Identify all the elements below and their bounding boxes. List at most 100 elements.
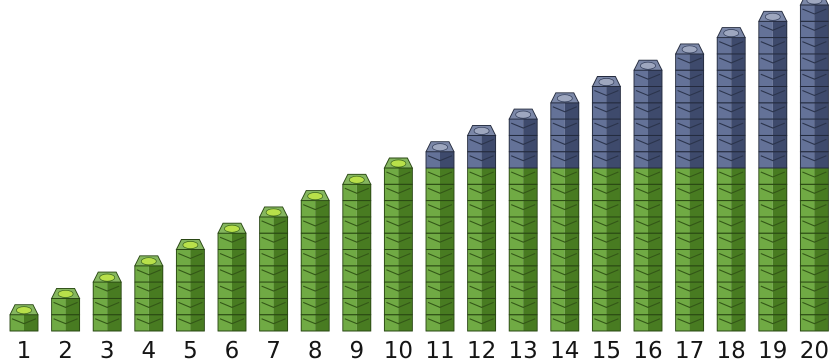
cube: [591, 281, 621, 299]
cube: [716, 281, 746, 299]
cube: [175, 314, 205, 332]
tower-18: [716, 27, 746, 332]
cube: [716, 151, 746, 169]
cube: [758, 102, 788, 120]
cube: [300, 216, 330, 234]
cube: [716, 216, 746, 234]
cube: [342, 200, 372, 218]
cube: [675, 216, 705, 234]
cube: [799, 53, 829, 71]
cube: [675, 249, 705, 267]
cube: [633, 167, 663, 185]
cube: [799, 69, 829, 87]
cube: [217, 249, 247, 267]
cube: [675, 281, 705, 299]
cube: [799, 249, 829, 267]
tower-label-4: 4: [141, 338, 156, 361]
cube: [259, 265, 289, 283]
tower-1: [9, 304, 39, 332]
cube: [675, 69, 705, 87]
cube: [425, 265, 455, 283]
cube: [425, 281, 455, 299]
cube: [300, 314, 330, 332]
cube: [550, 183, 580, 202]
cube: [425, 232, 455, 250]
cube: [550, 151, 580, 169]
cube: [425, 249, 455, 267]
cube: [508, 200, 538, 218]
cube: [51, 314, 81, 332]
cube: [467, 183, 497, 202]
cube: [300, 265, 330, 283]
cube: [591, 200, 621, 218]
cube: [467, 297, 497, 316]
cube: [633, 151, 663, 169]
cube: [550, 167, 580, 185]
cube: [259, 314, 289, 332]
cube: [799, 102, 829, 120]
tower-label-11: 11: [425, 338, 454, 361]
cube: [675, 102, 705, 120]
tower-label-14: 14: [550, 338, 579, 361]
cube: [633, 118, 663, 136]
cube: [550, 216, 580, 234]
cube: [758, 134, 788, 153]
cube: [633, 102, 663, 120]
cube: [467, 314, 497, 332]
cube: [259, 249, 289, 267]
tower-13: [508, 108, 538, 332]
cube: [342, 232, 372, 250]
cube: [758, 37, 788, 55]
tower-top-cap: [383, 157, 414, 169]
cube: [758, 86, 788, 104]
cube: [51, 297, 81, 316]
tower-9: [342, 173, 372, 332]
cube: [217, 232, 247, 250]
cube: [175, 249, 205, 267]
cube: [383, 297, 413, 316]
cube: [259, 297, 289, 316]
cube: [550, 118, 580, 136]
cube: [217, 281, 247, 299]
tower-label-17: 17: [675, 338, 704, 361]
cube: [550, 281, 580, 299]
cube: [716, 102, 746, 120]
tower-label-10: 10: [384, 338, 413, 361]
cube: [175, 281, 205, 299]
tower-6: [217, 222, 247, 332]
tower-4: [134, 255, 164, 332]
cube: [259, 232, 289, 250]
cube: [716, 232, 746, 250]
cube: [716, 265, 746, 283]
tower-top-cap: [50, 287, 81, 299]
cube: [467, 232, 497, 250]
cube: [758, 265, 788, 283]
cube: [675, 86, 705, 104]
tower-top-cap: [633, 59, 663, 71]
cube: [799, 20, 829, 39]
cube: [425, 314, 455, 332]
cube: [758, 216, 788, 234]
cube: [591, 102, 621, 120]
cube: [633, 86, 663, 104]
tower-top-cap: [799, 0, 830, 6]
cube: [633, 281, 663, 299]
cube: [342, 249, 372, 267]
cube: [758, 53, 788, 71]
cube: [758, 20, 788, 39]
cube: [591, 167, 621, 185]
cube: [300, 249, 330, 267]
cube: [633, 134, 663, 153]
cube: [467, 134, 497, 153]
cube: [799, 134, 829, 153]
tower-label-9: 9: [349, 338, 364, 361]
cube: [591, 183, 621, 202]
cube: [550, 249, 580, 267]
cube: [217, 297, 247, 316]
cube: [591, 134, 621, 153]
cube: [508, 297, 538, 316]
cube: [591, 151, 621, 169]
cube: [799, 314, 829, 332]
tower-16: [633, 59, 663, 332]
cube: [716, 167, 746, 185]
